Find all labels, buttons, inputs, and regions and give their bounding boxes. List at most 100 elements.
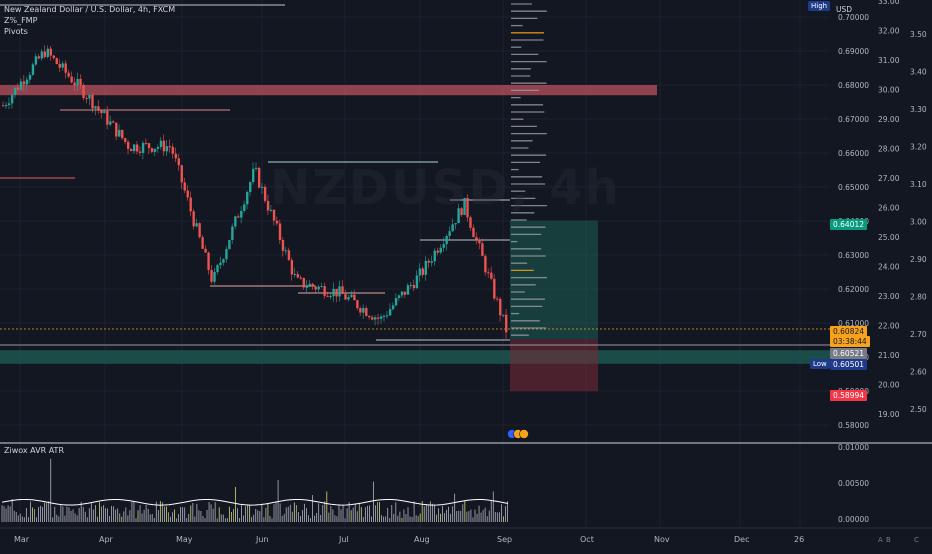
candle-body [222, 259, 225, 263]
time-tick-label: Aug [414, 535, 430, 544]
indicator-zfmp-label[interactable]: Z%_FMP [4, 16, 38, 25]
candle-body [359, 308, 362, 313]
position-target-box [510, 220, 598, 340]
candle-body [243, 204, 246, 211]
candle-body [168, 146, 172, 148]
candle-body [28, 74, 32, 80]
candle-body [451, 224, 454, 232]
candle-body [106, 110, 109, 125]
candle-body [445, 235, 448, 245]
ratio-tick-label: 3.30 [910, 105, 927, 114]
ratio-tick-label: 3.50 [910, 30, 927, 39]
candle-body [150, 148, 154, 152]
candle-body [156, 147, 160, 149]
candle-body [192, 211, 195, 227]
candle-body [487, 272, 490, 274]
scale-mode-button[interactable]: A [878, 536, 883, 544]
candle-body [129, 148, 133, 152]
currency-label[interactable]: USD [836, 5, 853, 14]
candle-body [484, 256, 487, 273]
candle-body [13, 87, 17, 96]
candle-body [400, 291, 404, 296]
candle-body [103, 110, 106, 114]
candles-layer [2, 45, 508, 340]
symbol-title[interactable]: New Zealand Dollar / U.S. Dollar, 4h, FX… [4, 5, 176, 14]
candle-body [85, 98, 88, 100]
scale-mode-button[interactable]: B [886, 536, 891, 544]
candle-body [195, 223, 198, 227]
candle-body [353, 294, 356, 301]
candle-body [320, 286, 323, 288]
percent-tick-label: 25.00 [878, 233, 900, 242]
candle-body [332, 288, 335, 297]
price-tick-label: 0.65000 [838, 183, 869, 192]
candle-body [424, 260, 428, 275]
price-tick-label: 0.66000 [838, 149, 869, 158]
candle-body [138, 151, 142, 153]
candle-body [505, 314, 508, 333]
ratio-tick-label: 2.80 [910, 293, 927, 302]
candle-body [481, 243, 484, 257]
candle-body [58, 63, 61, 68]
candle-body [448, 231, 451, 236]
candle-body [403, 291, 407, 295]
candle-body [40, 51, 44, 59]
candle-body [165, 146, 169, 152]
percent-tick-label: 19.00 [878, 410, 900, 419]
candle-body [356, 300, 359, 309]
last-price-tag: 0.60521 [830, 348, 868, 359]
candle-body [55, 58, 58, 64]
candle-body [7, 103, 11, 106]
candle-body [49, 48, 52, 56]
candle-body [299, 277, 303, 279]
candle-body [409, 284, 413, 286]
candle-body [124, 138, 127, 142]
atr-tick-label: 0.00000 [838, 515, 869, 524]
candle-body [16, 87, 20, 90]
candle-body [162, 140, 166, 152]
candle-body [10, 95, 14, 104]
atr-indicator-pane [0, 442, 932, 522]
candle-body [118, 129, 121, 137]
candle-body [4, 105, 8, 107]
candle-body [287, 250, 291, 261]
candle-body [64, 63, 67, 73]
candle-body [329, 296, 332, 298]
atr-tick-label: 0.01000 [838, 443, 869, 452]
candle-body [228, 240, 231, 250]
percent-tick-label: 21.00 [878, 351, 900, 360]
price-tick-label: 0.69000 [838, 47, 869, 56]
candle-body [281, 239, 285, 251]
time-tick-label: Jul [338, 535, 349, 544]
candle-body [293, 274, 297, 276]
time-tick-label: Sep [497, 535, 512, 544]
price-tick-label: 0.62000 [838, 285, 869, 294]
scale-mode-button[interactable]: C [914, 536, 919, 544]
volume-profile [511, 3, 547, 336]
atr-indicator-title[interactable]: Ziwox AVR ATR [4, 446, 65, 455]
zones-layer [0, 85, 830, 392]
candle-body [246, 192, 249, 205]
percent-tick-label: 23.00 [878, 292, 900, 301]
time-tick-label: Jun [255, 535, 269, 544]
candle-body [278, 223, 282, 240]
candle-body [234, 216, 237, 227]
candle-body [335, 288, 338, 297]
percent-tick-label: 26.00 [878, 204, 900, 213]
ratio-tick-label: 2.70 [910, 330, 927, 339]
candle-body [213, 272, 216, 282]
atr-tick-label: 0.00500 [838, 479, 869, 488]
ratio-tick-label: 2.90 [910, 255, 927, 264]
candle-body [302, 277, 305, 288]
symbol-watermark: NZDUSD, 4h [270, 160, 621, 216]
candle-body [406, 285, 410, 295]
candle-body [311, 283, 314, 287]
indicator-pivots-label[interactable]: Pivots [4, 27, 28, 36]
candle-body [225, 249, 228, 260]
candle-body [94, 106, 97, 109]
candle-body [365, 308, 368, 317]
candle-body [70, 76, 73, 83]
